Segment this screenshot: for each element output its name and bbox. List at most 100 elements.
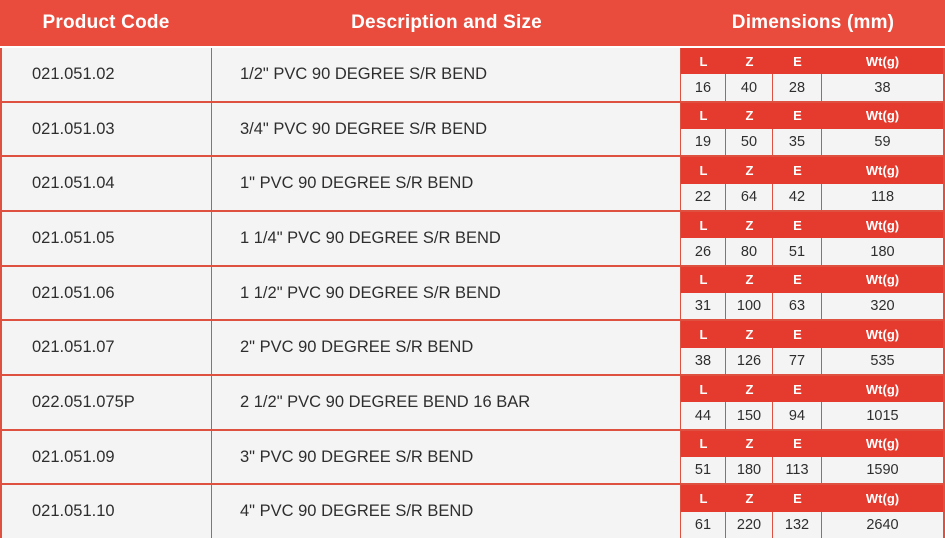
dim-label-l: L [699, 108, 708, 124]
table-row: 021.051.04 1" PVC 90 DEGREE S/R BEND L Z… [2, 157, 943, 213]
dim-label-z: Z [745, 436, 754, 452]
dim-value-wt: 180 [870, 243, 895, 260]
product-code-cell: 021.051.07 [2, 321, 212, 375]
dim-label-e: E [793, 163, 802, 179]
dim-value-e: 113 [773, 457, 822, 484]
dimensions-cell: L Z E Wt(g) 26 80 51 180 [681, 212, 943, 265]
description-cell: 4" PVC 90 DEGREE S/R BEND [212, 485, 681, 538]
dim-label-wt: Wt(g) [865, 53, 900, 69]
description-cell: 1" PVC 90 DEGREE S/R BEND [212, 157, 681, 211]
dimensions-labels-row: L Z E Wt(g) [681, 102, 943, 130]
dim-value-e: 42 [773, 183, 822, 211]
table-row: 021.051.02 1/2" PVC 90 DEGREE S/R BEND L… [2, 48, 943, 103]
dim-label-e: E [793, 53, 802, 69]
dim-value-l: 51 [681, 457, 726, 484]
table-row: 021.051.06 1 1/2" PVC 90 DEGREE S/R BEND… [2, 266, 943, 322]
dimensions-labels-row: L Z E Wt(g) [681, 376, 943, 403]
table-row: 021.051.03 3/4" PVC 90 DEGREE S/R BEND L… [2, 102, 943, 158]
dimensions-values-row: 16 40 28 38 [681, 74, 943, 101]
dim-label-z: Z [745, 163, 754, 179]
header-product-code: Product Code [42, 12, 170, 33]
dimensions-values-row: 26 80 51 180 [681, 238, 943, 265]
dim-value-wt: 2640 [866, 516, 899, 533]
description-cell: 1 1/2" PVC 90 DEGREE S/R BEND [212, 266, 681, 320]
table-row: 021.051.10 4" PVC 90 DEGREE S/R BEND L Z… [2, 485, 943, 538]
dim-label-l: L [699, 272, 708, 288]
dim-value-z: 126 [726, 347, 773, 375]
dim-label-wt: Wt(g) [865, 436, 900, 452]
dimensions-labels-row: L Z E Wt(g) [681, 266, 943, 294]
dim-label-wt: Wt(g) [865, 163, 900, 179]
dim-label-wt: Wt(g) [865, 381, 900, 397]
dim-value-wt: 59 [874, 134, 891, 151]
dim-label-e: E [793, 272, 802, 288]
dim-label-l: L [699, 217, 708, 233]
dimensions-cell: L Z E Wt(g) 22 64 42 118 [681, 157, 943, 211]
dimensions-values-row: 44 150 94 1015 [681, 402, 943, 429]
product-code-cell: 021.051.05 [2, 212, 212, 265]
dim-value-e: 63 [773, 293, 822, 320]
dim-label-z: Z [745, 53, 754, 69]
dim-value-z: 100 [726, 293, 773, 320]
dim-label-e: E [793, 327, 802, 343]
dim-value-e: 132 [773, 511, 822, 538]
dim-value-e: 77 [773, 347, 822, 375]
product-code-cell: 021.051.10 [2, 485, 212, 538]
dim-label-z: Z [745, 327, 754, 343]
product-code-cell: 021.051.02 [2, 48, 212, 101]
description-cell: 2 1/2" PVC 90 DEGREE BEND 16 BAR [212, 376, 681, 429]
dimensions-cell: L Z E Wt(g) 51 180 113 1590 [681, 430, 943, 484]
dim-value-e: 35 [773, 129, 822, 156]
dimensions-cell: L Z E Wt(g) 31 100 63 320 [681, 266, 943, 320]
header-description-and-size: Description and Size [351, 12, 542, 33]
dim-label-e: E [793, 436, 802, 452]
dim-value-z: 80 [726, 238, 773, 265]
description-cell: 3/4" PVC 90 DEGREE S/R BEND [212, 102, 681, 156]
table-row: 021.051.09 3" PVC 90 DEGREE S/R BEND L Z… [2, 430, 943, 486]
dimensions-labels-row: L Z E Wt(g) [681, 485, 943, 512]
dim-label-e: E [793, 491, 802, 507]
description-cell: 2" PVC 90 DEGREE S/R BEND [212, 321, 681, 375]
dim-value-z: 40 [726, 74, 773, 101]
dim-value-l: 19 [681, 129, 726, 156]
dimensions-cell: L Z E Wt(g) 19 50 35 59 [681, 102, 943, 156]
dim-value-z: 64 [726, 183, 773, 211]
dim-label-l: L [699, 491, 708, 507]
dim-value-z: 150 [726, 402, 773, 429]
dim-value-z: 220 [726, 511, 773, 538]
product-code-cell: 021.051.03 [2, 102, 212, 156]
dim-value-z: 180 [726, 457, 773, 484]
dim-label-l: L [699, 53, 708, 69]
dim-label-wt: Wt(g) [865, 217, 900, 233]
dim-value-e: 94 [773, 402, 822, 429]
dim-label-z: Z [745, 217, 754, 233]
dimensions-labels-row: L Z E Wt(g) [681, 430, 943, 458]
product-code-cell: 021.051.06 [2, 266, 212, 320]
dim-label-z: Z [745, 491, 754, 507]
dim-value-l: 22 [681, 183, 726, 211]
dim-value-z: 50 [726, 129, 773, 156]
dimensions-labels-row: L Z E Wt(g) [681, 321, 943, 348]
dim-label-e: E [793, 108, 802, 124]
product-code-cell: 021.051.09 [2, 430, 212, 484]
product-code-cell: 021.051.04 [2, 157, 212, 211]
dim-label-wt: Wt(g) [865, 327, 900, 343]
dim-value-l: 38 [681, 347, 726, 375]
dim-label-wt: Wt(g) [865, 272, 900, 288]
dimensions-values-row: 31 100 63 320 [681, 293, 943, 320]
product-code-cell: 022.051.075P [2, 376, 212, 429]
dimensions-values-row: 22 64 42 118 [681, 183, 943, 211]
dimensions-labels-row: L Z E Wt(g) [681, 48, 943, 75]
dim-value-l: 44 [681, 402, 726, 429]
dim-value-e: 51 [773, 238, 822, 265]
dim-label-z: Z [745, 381, 754, 397]
dimensions-cell: L Z E Wt(g) 44 150 94 1015 [681, 376, 943, 429]
dim-label-l: L [699, 163, 708, 179]
dim-label-e: E [793, 217, 802, 233]
dim-label-z: Z [745, 272, 754, 288]
dim-label-l: L [699, 381, 708, 397]
dimensions-values-row: 38 126 77 535 [681, 347, 943, 375]
dim-label-e: E [793, 381, 802, 397]
dim-value-l: 31 [681, 293, 726, 320]
table-row: 022.051.075P 2 1/2" PVC 90 DEGREE BEND 1… [2, 376, 943, 431]
